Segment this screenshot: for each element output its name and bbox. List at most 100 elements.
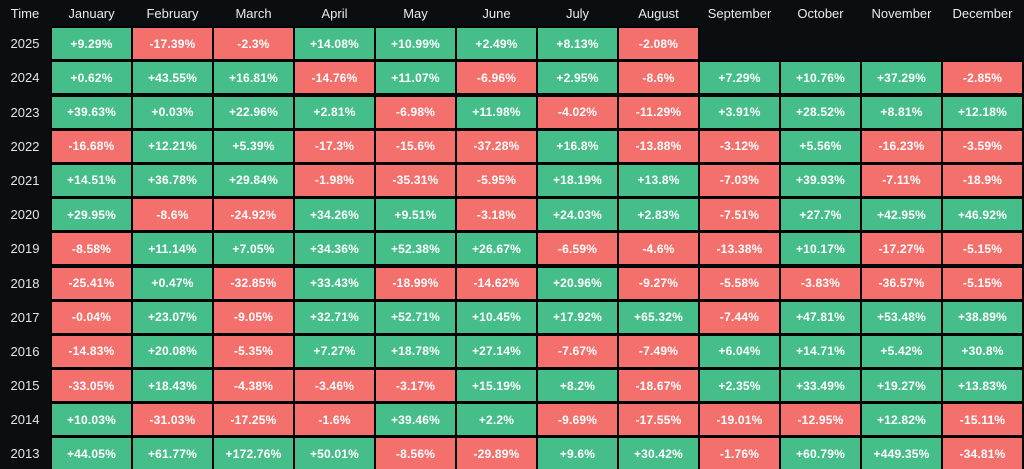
- return-cell: +7.27%: [295, 335, 374, 367]
- return-cell: +15.19%: [457, 370, 536, 402]
- return-cell: -5.58%: [700, 267, 779, 299]
- return-cell: +38.89%: [943, 301, 1022, 333]
- return-cell: -37.28%: [457, 130, 536, 162]
- return-cell: +29.84%: [214, 164, 293, 196]
- return-cell: -5.95%: [457, 164, 536, 196]
- return-cell: +37.29%: [862, 62, 941, 94]
- return-cell: +30.8%: [943, 335, 1022, 367]
- return-cell: -14.62%: [457, 267, 536, 299]
- return-cell: -1.76%: [700, 438, 779, 469]
- return-cell: +10.45%: [457, 301, 536, 333]
- return-cell: +22.96%: [214, 96, 293, 128]
- return-cell: -31.03%: [133, 404, 212, 436]
- return-cell: +52.38%: [376, 233, 455, 265]
- return-cell: +11.14%: [133, 233, 212, 265]
- return-cell: +14.51%: [52, 164, 131, 196]
- return-cell: +449.35%: [862, 438, 941, 469]
- return-cell: -14.83%: [52, 335, 131, 367]
- return-cell: +20.96%: [538, 267, 617, 299]
- return-cell: +18.78%: [376, 335, 455, 367]
- column-header-december: December: [952, 5, 1013, 21]
- return-cell: +39.93%: [781, 164, 860, 196]
- return-cell: -3.46%: [295, 370, 374, 402]
- column-header-november: November: [871, 5, 932, 21]
- year-label-2018: 2018: [10, 275, 40, 291]
- return-cell: +32.71%: [295, 301, 374, 333]
- return-cell: -15.11%: [943, 404, 1022, 436]
- return-cell: +0.03%: [133, 96, 212, 128]
- return-cell: -0.04%: [52, 301, 131, 333]
- return-cell: +8.2%: [538, 370, 617, 402]
- year-label-2025: 2025: [10, 36, 40, 52]
- return-cell: -15.6%: [376, 130, 455, 162]
- year-label-2023: 2023: [10, 104, 40, 120]
- column-header-january: January: [68, 5, 115, 21]
- return-cell: +14.08%: [295, 28, 374, 60]
- return-cell: -17.3%: [295, 130, 374, 162]
- return-cell: +27.14%: [457, 335, 536, 367]
- empty-cell: [862, 28, 941, 59]
- return-cell: +8.81%: [862, 96, 941, 128]
- return-cell: -5.15%: [943, 267, 1022, 299]
- return-cell: -11.29%: [619, 96, 698, 128]
- return-cell: -33.05%: [52, 370, 131, 402]
- return-cell: +6.04%: [700, 335, 779, 367]
- year-label-2022: 2022: [10, 138, 40, 154]
- return-cell: -19.01%: [700, 404, 779, 436]
- return-cell: +5.56%: [781, 130, 860, 162]
- return-cell: -2.85%: [943, 62, 1022, 94]
- return-cell: -7.67%: [538, 335, 617, 367]
- empty-cell: [700, 28, 779, 59]
- year-label-2021: 2021: [10, 172, 40, 188]
- year-label-2017: 2017: [10, 309, 40, 325]
- return-cell: +12.18%: [943, 96, 1022, 128]
- return-cell: +13.83%: [943, 370, 1022, 402]
- return-cell: +2.2%: [457, 404, 536, 436]
- return-cell: -17.55%: [619, 404, 698, 436]
- return-cell: +20.08%: [133, 335, 212, 367]
- return-cell: +2.35%: [700, 370, 779, 402]
- return-cell: +7.29%: [700, 62, 779, 94]
- return-cell: -14.76%: [295, 62, 374, 94]
- column-header-august: August: [638, 5, 679, 21]
- column-header-april: April: [321, 5, 348, 21]
- return-cell: +33.43%: [295, 267, 374, 299]
- return-cell: +53.48%: [862, 301, 941, 333]
- column-header-march: March: [235, 5, 272, 21]
- return-cell: -1.98%: [295, 164, 374, 196]
- column-header-october: October: [797, 5, 844, 21]
- return-cell: +2.81%: [295, 96, 374, 128]
- year-label-2020: 2020: [10, 207, 40, 223]
- return-cell: -17.25%: [214, 404, 293, 436]
- return-cell: -25.41%: [52, 267, 131, 299]
- return-cell: -7.44%: [700, 301, 779, 333]
- return-cell: +39.46%: [376, 404, 455, 436]
- return-cell: +29.95%: [52, 199, 131, 231]
- return-cell: +10.03%: [52, 404, 131, 436]
- return-cell: -36.57%: [862, 267, 941, 299]
- return-cell: -3.17%: [376, 370, 455, 402]
- return-cell: +65.32%: [619, 301, 698, 333]
- return-cell: +5.39%: [214, 130, 293, 162]
- return-cell: -29.89%: [457, 438, 536, 469]
- return-cell: -6.59%: [538, 233, 617, 265]
- return-cell: +12.82%: [862, 404, 941, 436]
- return-cell: -16.68%: [52, 130, 131, 162]
- return-cell: -17.27%: [862, 233, 941, 265]
- return-cell: +34.36%: [295, 233, 374, 265]
- return-cell: -9.27%: [619, 267, 698, 299]
- return-cell: +28.52%: [781, 96, 860, 128]
- return-cell: -13.38%: [700, 233, 779, 265]
- return-cell: +33.49%: [781, 370, 860, 402]
- return-cell: +2.83%: [619, 199, 698, 231]
- return-cell: -1.6%: [295, 404, 374, 436]
- return-cell: +16.81%: [214, 62, 293, 94]
- return-cell: +42.95%: [862, 199, 941, 231]
- return-cell: +11.98%: [457, 96, 536, 128]
- return-cell: +27.7%: [781, 199, 860, 231]
- return-cell: +17.92%: [538, 301, 617, 333]
- return-cell: +0.47%: [133, 267, 212, 299]
- return-cell: -2.08%: [619, 28, 698, 60]
- return-cell: -4.02%: [538, 96, 617, 128]
